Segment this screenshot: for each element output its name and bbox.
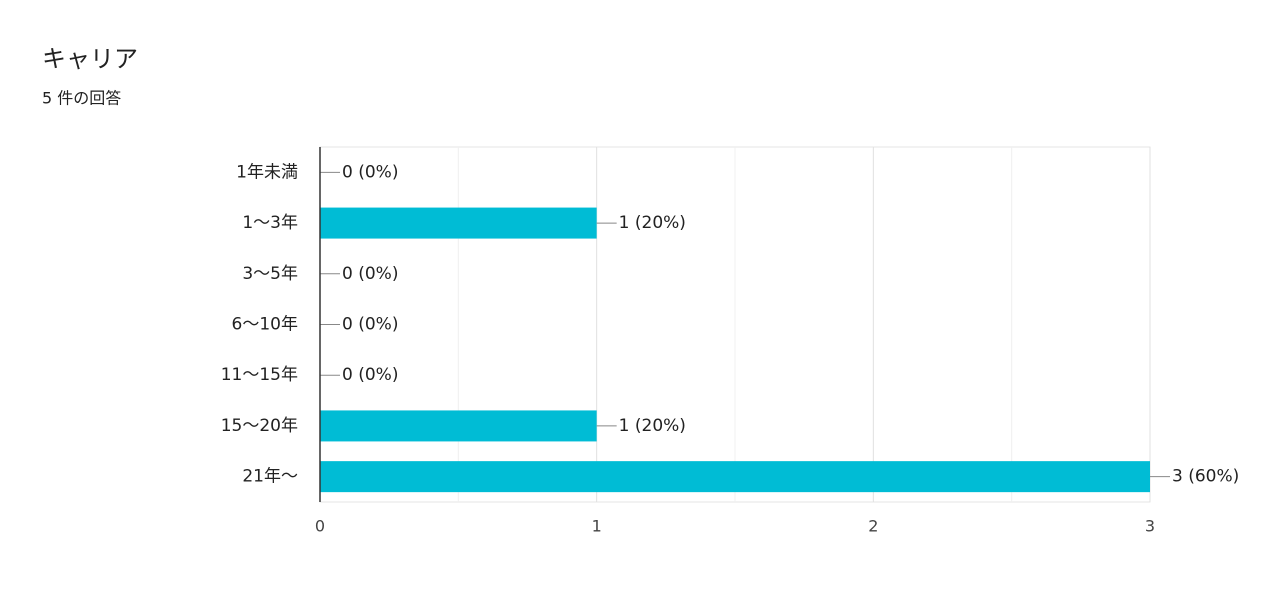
- y-tick-label: 1〜3年: [242, 213, 298, 233]
- value-label: 1 (20%): [619, 213, 686, 233]
- value-label: 0 (0%): [342, 162, 398, 182]
- x-tick-label: 1: [592, 517, 602, 536]
- y-tick-label: 11〜15年: [221, 365, 298, 385]
- value-label: 0 (0%): [342, 315, 398, 335]
- bar: [320, 461, 1150, 493]
- chart-title: キャリア: [42, 45, 138, 73]
- y-tick-label: 3〜5年: [242, 264, 298, 284]
- x-tick-label: 2: [868, 517, 878, 536]
- x-tick-label: 0: [315, 517, 325, 536]
- x-tick-label: 3: [1145, 517, 1155, 536]
- y-tick-label: 21年〜: [242, 467, 298, 487]
- y-tick-label: 15〜20年: [221, 416, 298, 436]
- bar: [320, 207, 597, 239]
- value-label: 0 (0%): [342, 365, 398, 385]
- value-label: 0 (0%): [342, 264, 398, 284]
- chart-subtitle: 5 件の回答: [42, 89, 121, 108]
- value-label: 1 (20%): [619, 416, 686, 436]
- bar: [320, 410, 597, 442]
- y-tick-label: 6〜10年: [232, 315, 298, 335]
- y-tick-label: 1年未満: [236, 162, 298, 182]
- value-label: 3 (60%): [1172, 467, 1239, 487]
